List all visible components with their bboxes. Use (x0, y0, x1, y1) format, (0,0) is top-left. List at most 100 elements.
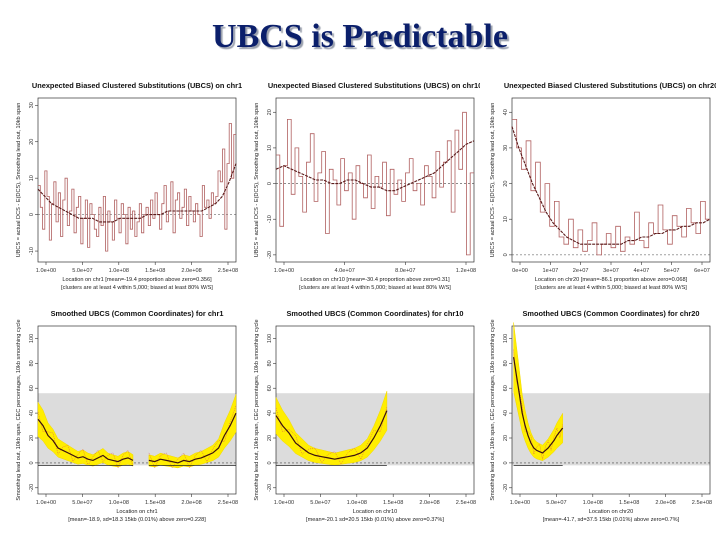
mean-smoothed-line (37, 418, 134, 463)
x-tick-label: 1.0e+00 (510, 500, 530, 506)
y-tick-label: 40 (267, 410, 273, 416)
x-tick-label: 5.0e+07 (310, 500, 330, 506)
y-tick-label: 20 (29, 435, 35, 441)
x-tick-label: 5.0e+07 (546, 500, 566, 506)
chart-title: Smoothed UBCS (Common Coordinates) for c… (287, 309, 464, 318)
y-tick-label: 40 (503, 109, 509, 115)
chart-svg: Smoothed UBCS (Common Coordinates) for c… (490, 309, 712, 523)
y-tick-label: 0 (503, 253, 509, 256)
y-tick-label: -10 (29, 247, 35, 255)
x-axis-label: Location on chr20 (589, 509, 633, 515)
y-tick-label: 0 (503, 461, 509, 464)
y-tick-label: 100 (267, 334, 273, 343)
y-tick-label: 30 (29, 102, 35, 108)
x-tick-label: 2.5e+08 (456, 500, 476, 506)
y-tick-label: 100 (503, 334, 509, 343)
y-tick-label: 60 (267, 385, 273, 391)
chart-svg: Unexpected Biased Clustered Substitution… (490, 81, 716, 291)
x-tick-label: 5.0e+07 (72, 500, 92, 506)
x-tick-label: 5e+07 (664, 268, 680, 274)
plot-frame (511, 325, 711, 495)
chart-panel-chr10-smoothed: Smoothed UBCS (Common Coordinates) for c… (252, 306, 480, 532)
y-tick-label: -20 (29, 484, 35, 492)
chart-panel-chr10-ubcs: Unexpected Biased Clustered Substitution… (252, 78, 480, 300)
x-tick-label: 2e+07 (573, 268, 589, 274)
y-axis-label: UBCS = actual DCS - E(DCS), Smoothing le… (490, 103, 496, 258)
mean-smoothed-line (513, 357, 564, 454)
x-tick-label: 1.0e+00 (274, 500, 294, 506)
chart-panel-chr1-ubcs: Unexpected Biased Clustered Substitution… (14, 78, 242, 300)
x-tick-label: 1.2e+08 (456, 268, 476, 274)
confidence-envelope (37, 401, 134, 468)
y-tick-label: 0 (267, 182, 273, 185)
x-tick-label: 2.0e+08 (181, 500, 201, 506)
y-tick-label: -20 (267, 484, 273, 492)
raw-ubcs-series (38, 123, 236, 252)
mean-smoothed-line (148, 412, 237, 464)
y-tick-label: -20 (267, 251, 273, 259)
x-axis-label: Location on chr1 (116, 509, 157, 515)
y-tick-label: -10 (267, 215, 273, 223)
y-tick-label: 80 (29, 360, 35, 366)
y-tick-label: 20 (267, 435, 273, 441)
x-tick-label: 1.0e+08 (583, 500, 603, 506)
x-tick-label: 2.0e+08 (419, 500, 439, 506)
x-axis-note: [mean=-41.7, sd=37.5 15kb (0.01%) above … (543, 517, 680, 523)
x-axis-note: [clusters are at least 4 within 5,000; b… (61, 285, 213, 291)
y-tick-label: 80 (267, 360, 273, 366)
x-axis-note: [clusters are at least 4 within 5,000; b… (535, 285, 687, 291)
x-tick-label: 1.5e+08 (145, 268, 165, 274)
x-tick-label: 2.5e+08 (218, 500, 238, 506)
y-axis-label: Smoothing lead out, 10kb span, CEC perce… (16, 319, 22, 500)
y-tick-label: 20 (267, 109, 273, 115)
x-tick-label: 1.0e+08 (347, 500, 367, 506)
chart-panel-chr20-smoothed: Smoothed UBCS (Common Coordinates) for c… (488, 306, 716, 532)
chart-title: Unexpected Biased Clustered Substitution… (32, 81, 242, 90)
x-tick-label: 1.0e+00 (36, 500, 56, 506)
x-tick-label: 0e+00 (512, 268, 528, 274)
y-tick-label: 30 (503, 145, 509, 151)
x-axis-label: Location on chr1 [mean=-19.4 proportion … (62, 277, 212, 283)
smoothed-ubcs-line (37, 163, 237, 223)
raw-smoothed-trace (275, 406, 388, 465)
confidence-envelope (148, 394, 237, 469)
x-tick-label: 1.0e+00 (274, 268, 294, 274)
raw-ubcs-series (512, 119, 710, 256)
chart-svg: Unexpected Biased Clustered Substitution… (254, 81, 480, 291)
smoothed-ubcs-line (275, 140, 475, 192)
x-tick-label: 4e+07 (633, 268, 649, 274)
y-axis-label: Smoothing lead out, 10kb span, CEC perce… (490, 319, 496, 500)
chart-title: Unexpected Biased Clustered Substitution… (268, 81, 480, 90)
y-tick-label: 0 (29, 213, 35, 216)
chart-panel-chr20-ubcs: Unexpected Biased Clustered Substitution… (488, 78, 716, 300)
y-axis-label: UBCS = actual DCS - E(DCS), Smoothing le… (254, 103, 260, 258)
chart-title: Unexpected Biased Clustered Substitution… (504, 81, 716, 90)
chart-svg: Unexpected Biased Clustered Substitution… (16, 81, 242, 291)
y-axis-label: Smoothing lead out, 10kb span, CEC perce… (254, 319, 260, 500)
y-tick-label: 40 (503, 410, 509, 416)
confidence-envelope (275, 390, 388, 466)
raw-smoothed-trace (513, 349, 563, 460)
x-tick-label: 4.0e+07 (334, 268, 354, 274)
x-tick-label: 1.0e+08 (109, 268, 129, 274)
chart-svg: Smoothed UBCS (Common Coordinates) for c… (254, 309, 476, 523)
x-tick-label: 1.5e+08 (383, 500, 403, 506)
x-tick-label: 5.0e+07 (72, 268, 92, 274)
mean-smoothed-line (275, 410, 388, 460)
x-axis-note: [mean=-18.9, sd=18.3 15kb (0.01%) above … (68, 517, 206, 523)
y-tick-label: 60 (503, 385, 509, 391)
x-tick-label: 2.0e+08 (181, 268, 201, 274)
x-tick-label: 3e+07 (603, 268, 619, 274)
x-tick-label: 1.5e+08 (145, 500, 165, 506)
y-tick-label: 0 (267, 461, 273, 464)
plot-frame (275, 97, 475, 263)
smoothed-ubcs-line (511, 126, 711, 245)
chart-title: Smoothed UBCS (Common Coordinates) for c… (523, 309, 700, 318)
x-tick-label: 1e+07 (542, 268, 558, 274)
chart-svg: Smoothed UBCS (Common Coordinates) for c… (16, 309, 238, 523)
y-tick-label: 20 (29, 139, 35, 145)
raw-smoothed-trace (37, 411, 134, 469)
y-tick-label: 20 (503, 180, 509, 186)
y-tick-label: 60 (29, 385, 35, 391)
x-tick-label: 8.0e+07 (395, 268, 415, 274)
